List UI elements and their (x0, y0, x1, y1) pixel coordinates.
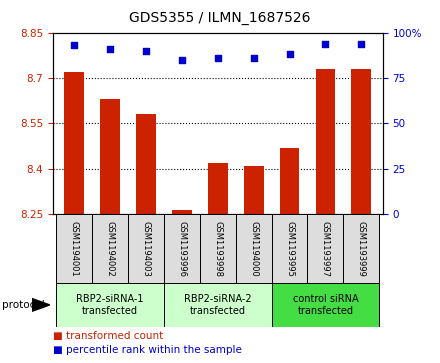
Text: control siRNA
transfected: control siRNA transfected (293, 294, 358, 316)
Point (358, 41, 365, 46)
Point (322, 41, 329, 46)
Text: GSM1193996: GSM1193996 (177, 221, 187, 277)
Bar (315, 69, 335, 214)
Text: ■ percentile rank within the sample: ■ percentile rank within the sample (53, 344, 242, 355)
Point (143, 48, 150, 54)
Point (178, 57, 185, 63)
Bar (56, 214, 92, 283)
Bar (271, 283, 379, 327)
Text: GSM1194000: GSM1194000 (249, 221, 258, 277)
Text: GSM1193999: GSM1193999 (357, 221, 366, 277)
Bar (100, 99, 120, 214)
Text: GSM1194002: GSM1194002 (106, 221, 115, 277)
Text: GSM1194003: GSM1194003 (142, 221, 150, 277)
Text: GSM1194001: GSM1194001 (70, 221, 79, 277)
Bar (343, 214, 379, 283)
Point (250, 55, 257, 61)
Bar (200, 214, 236, 283)
Bar (164, 214, 200, 283)
Text: GSM1193995: GSM1193995 (285, 221, 294, 277)
Bar (164, 283, 271, 327)
Text: GDS5355 / ILMN_1687526: GDS5355 / ILMN_1687526 (129, 11, 311, 25)
Bar (352, 69, 371, 214)
Text: ■ transformed count: ■ transformed count (53, 331, 163, 341)
Text: RBP2-siRNA-2
transfected: RBP2-siRNA-2 transfected (184, 294, 252, 316)
Text: RBP2-siRNA-1
transfected: RBP2-siRNA-1 transfected (77, 294, 144, 316)
Bar (236, 214, 271, 283)
Bar (128, 214, 164, 283)
Point (71, 42, 78, 48)
Bar (172, 209, 192, 214)
Bar (271, 214, 308, 283)
Bar (208, 163, 227, 214)
Bar (92, 214, 128, 283)
Text: GSM1193998: GSM1193998 (213, 221, 222, 277)
Polygon shape (32, 298, 50, 311)
Bar (56, 283, 164, 327)
Text: GSM1193997: GSM1193997 (321, 221, 330, 277)
Point (214, 55, 221, 61)
Bar (136, 114, 156, 214)
Bar (64, 72, 84, 214)
Bar (308, 214, 343, 283)
Bar (244, 166, 264, 214)
Point (106, 46, 114, 52)
Point (286, 52, 293, 57)
Text: protocol: protocol (2, 300, 45, 310)
Bar (280, 148, 299, 214)
